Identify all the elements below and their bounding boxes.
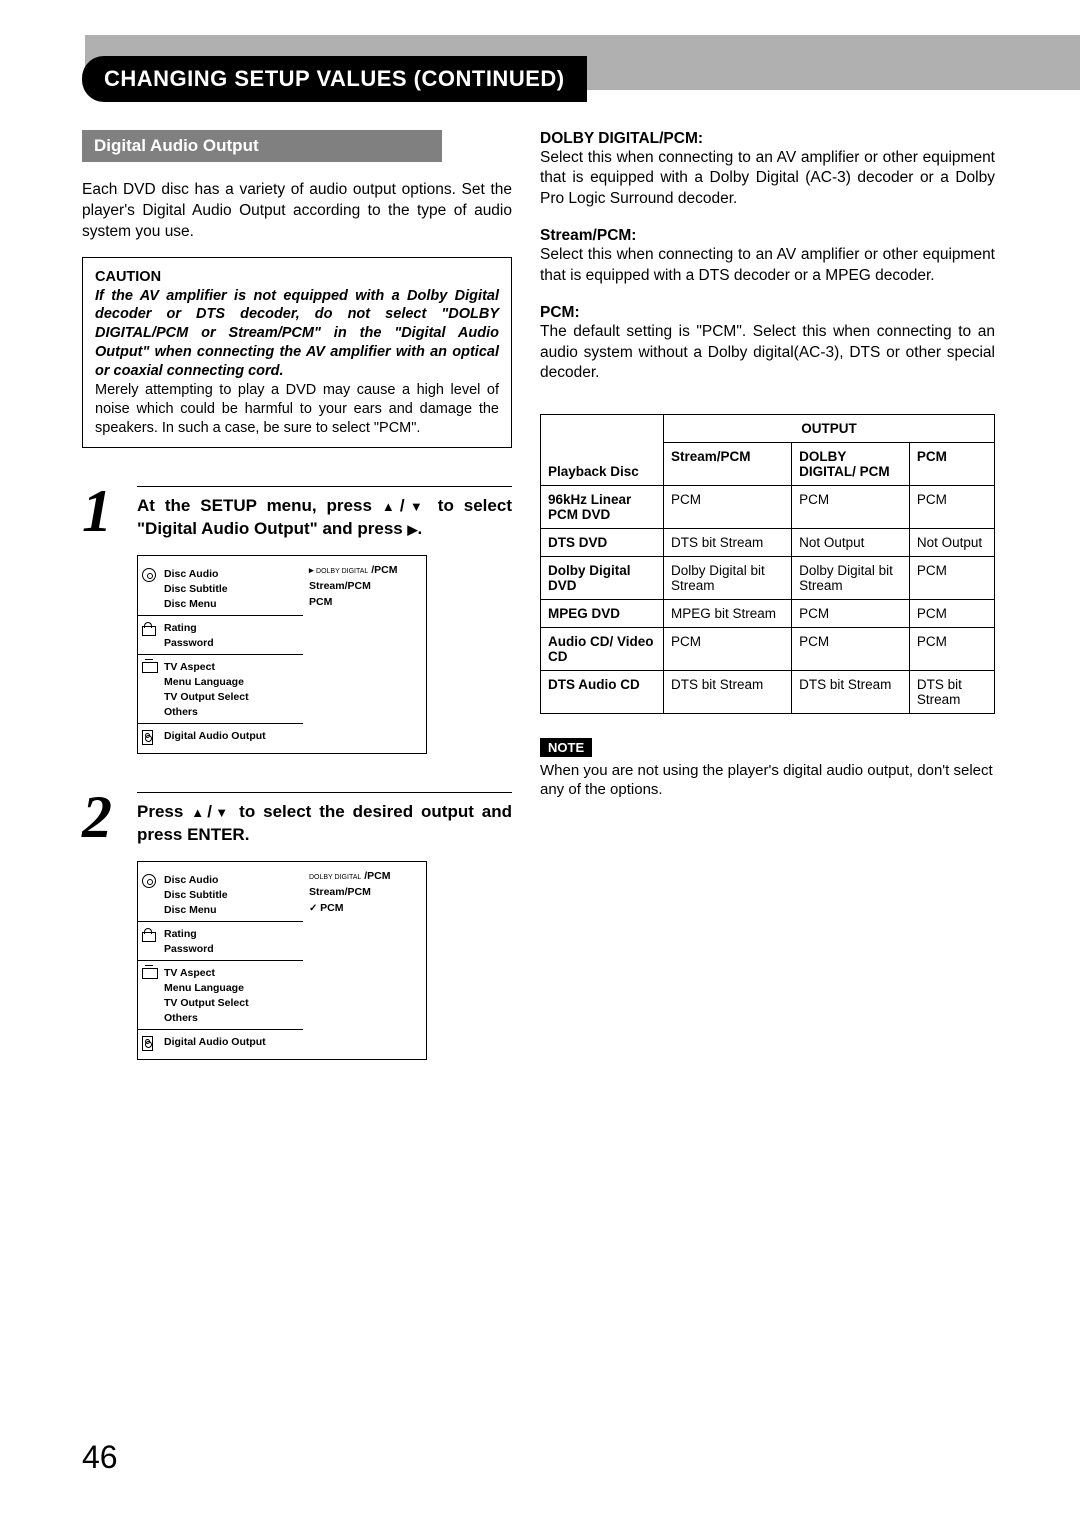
table-row: DTS Audio CD DTS bit Stream DTS bit Stre… — [541, 670, 995, 713]
col-playback: Playback Disc — [541, 414, 664, 485]
menu-tv-aspect-2: TV Aspect — [164, 965, 297, 980]
menu-tv-output-2: TV Output Select — [164, 995, 297, 1010]
right-column: DOLBY DIGITAL/PCM: Select this when conn… — [540, 130, 995, 800]
menu-disc-subtitle-2: Disc Subtitle — [164, 887, 297, 902]
option-stream-text: Select this when connecting to an AV amp… — [540, 245, 995, 286]
opt-pcm-1: PCM — [309, 594, 420, 610]
setup-menu-1: Disc Audio Disc Subtitle Disc Menu Ratin… — [137, 555, 427, 754]
step-2: 2 Press / to select the desired output a… — [82, 792, 512, 1060]
col-output: OUTPUT — [664, 414, 995, 442]
note-text: When you are not using the player's digi… — [540, 761, 995, 800]
page-title: CHANGING SETUP VALUES (CONTINUED) — [82, 56, 587, 102]
page-number: 46 — [82, 1439, 118, 1476]
speaker-icon — [142, 730, 158, 746]
menu-left-1: Disc Audio Disc Subtitle Disc Menu Ratin… — [138, 556, 303, 753]
option-pcm-text: The default setting is "PCM". Select thi… — [540, 322, 995, 383]
col-dolby: DOLBY DIGITAL/ PCM — [792, 442, 910, 485]
section-heading: Digital Audio Output — [82, 130, 442, 162]
menu-disc-menu: Disc Menu — [164, 596, 297, 611]
opt-dolby-2: DOLBY DIGITAL /PCM — [309, 868, 420, 884]
menu-rating: Rating — [164, 620, 297, 635]
step-1: 1 At the SETUP menu, press / to select "… — [82, 486, 512, 754]
option-pcm: PCM: The default setting is "PCM". Selec… — [540, 304, 995, 383]
speaker-icon — [142, 1036, 158, 1052]
tv-icon — [142, 661, 158, 677]
caution-warning: If the AV amplifier is not equipped with… — [95, 287, 499, 381]
menu-others-2: Others — [164, 1010, 297, 1025]
up-arrow-icon — [382, 496, 400, 515]
step-2-instruction: Press / to select the desired output and… — [137, 801, 512, 847]
opt-pcm-2: PCM — [309, 900, 420, 916]
step-2-number: 2 — [82, 792, 137, 1060]
menu-digital-audio-2: Digital Audio Output — [164, 1034, 297, 1049]
menu-disc-subtitle: Disc Subtitle — [164, 581, 297, 596]
intro-text: Each DVD disc has a variety of audio out… — [82, 180, 512, 243]
option-dolby: DOLBY DIGITAL/PCM: Select this when conn… — [540, 130, 995, 209]
table-row: Dolby Digital DVD Dolby Digital bit Stre… — [541, 556, 995, 599]
menu-menu-language-2: Menu Language — [164, 980, 297, 995]
menu-password-2: Password — [164, 941, 297, 956]
option-pcm-label: PCM: — [540, 304, 995, 322]
menu-disc-audio: Disc Audio — [164, 566, 297, 581]
option-stream: Stream/PCM: Select this when connecting … — [540, 227, 995, 286]
caution-label: CAUTION — [95, 268, 499, 287]
caution-followup: Merely attempting to play a DVD may caus… — [95, 381, 499, 438]
menu-others: Others — [164, 704, 297, 719]
menu-password: Password — [164, 635, 297, 650]
tv-icon — [142, 967, 158, 983]
table-row: 96kHz Linear PCM DVD PCM PCM PCM — [541, 485, 995, 528]
right-arrow-icon — [408, 519, 418, 538]
down-arrow-icon — [212, 802, 231, 821]
disc-icon — [142, 874, 158, 890]
step-1-number: 1 — [82, 486, 137, 754]
opt-stream-2: Stream/PCM — [309, 884, 420, 900]
step-1-instruction: At the SETUP menu, press / to select "Di… — [137, 495, 512, 541]
menu-menu-language: Menu Language — [164, 674, 297, 689]
output-table: Playback Disc OUTPUT Stream/PCM DOLBY DI… — [540, 414, 995, 714]
step-2-content: Press / to select the desired output and… — [137, 792, 512, 1060]
menu-tv-aspect: TV Aspect — [164, 659, 297, 674]
step1-text-a: At the SETUP menu, press — [137, 496, 382, 515]
menu-disc-audio-2: Disc Audio — [164, 872, 297, 887]
note-label: NOTE — [540, 738, 592, 757]
menu-tv-output: TV Output Select — [164, 689, 297, 704]
table-row: MPEG DVD MPEG bit Stream PCM PCM — [541, 599, 995, 627]
opt-dolby-1: DOLBY DIGITAL /PCM — [309, 562, 420, 578]
menu-right-2: DOLBY DIGITAL /PCM Stream/PCM PCM — [303, 862, 426, 1059]
down-arrow-icon — [405, 496, 428, 515]
up-arrow-icon — [191, 802, 207, 821]
step1-text-c: . — [418, 519, 423, 538]
menu-right-1: DOLBY DIGITAL /PCM Stream/PCM PCM — [303, 556, 426, 753]
setup-menu-2: Disc Audio Disc Subtitle Disc Menu Ratin… — [137, 861, 427, 1060]
option-stream-label: Stream/PCM: — [540, 227, 995, 245]
option-dolby-label: DOLBY DIGITAL/PCM: — [540, 130, 995, 148]
col-pcm: PCM — [909, 442, 994, 485]
menu-disc-menu-2: Disc Menu — [164, 902, 297, 917]
step-1-content: At the SETUP menu, press / to select "Di… — [137, 486, 512, 754]
opt-stream-1: Stream/PCM — [309, 578, 420, 594]
table-row: Audio CD/ Video CD PCM PCM PCM — [541, 627, 995, 670]
menu-digital-audio: Digital Audio Output — [164, 728, 297, 743]
left-column: Digital Audio Output Each DVD disc has a… — [82, 130, 512, 1060]
disc-icon — [142, 568, 158, 584]
option-dolby-text: Select this when connecting to an AV amp… — [540, 148, 995, 209]
lock-icon — [142, 928, 158, 944]
menu-left-2: Disc Audio Disc Subtitle Disc Menu Ratin… — [138, 862, 303, 1059]
table-row: DTS DVD DTS bit Stream Not Output Not Ou… — [541, 528, 995, 556]
caution-box: CAUTION If the AV amplifier is not equip… — [82, 257, 512, 449]
col-stream: Stream/PCM — [664, 442, 792, 485]
menu-rating-2: Rating — [164, 926, 297, 941]
step2-text-a: Press — [137, 802, 191, 821]
lock-icon — [142, 622, 158, 638]
